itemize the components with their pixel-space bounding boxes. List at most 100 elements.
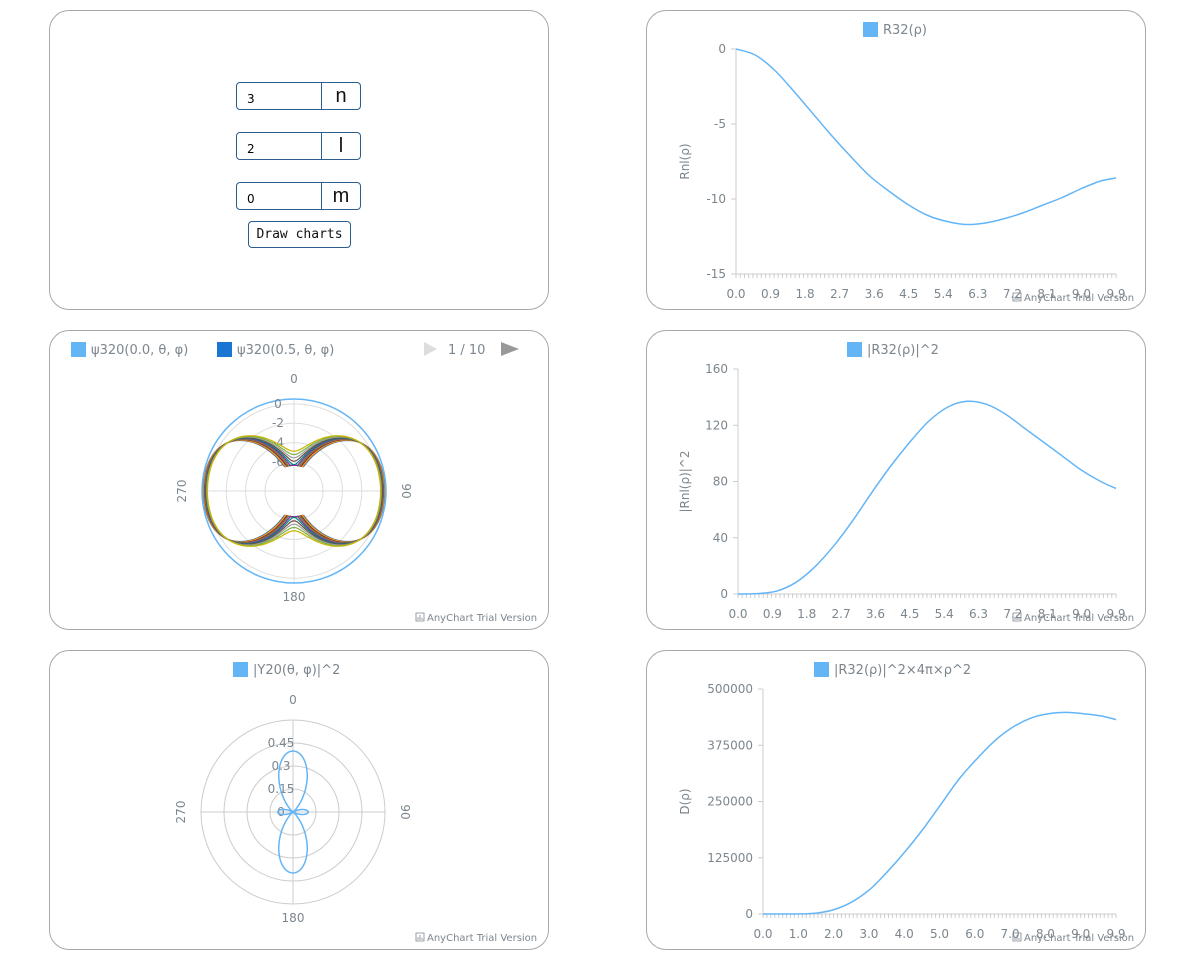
x-tick-label: 9.9 — [1106, 607, 1125, 621]
y-tick-label: -5 — [714, 117, 726, 131]
angle-label-90: 90 — [398, 804, 412, 819]
density-chart-panel: |R32(ρ)|^2×4π×ρ^2 500000 375000 250000 12500… — [646, 650, 1146, 950]
legend-next-icon — [501, 342, 519, 356]
y-tick-label: 160 — [705, 362, 728, 376]
ylm-chart-panel: |Y20(θ, φ)|^2 0 0.15 0.3 0.45 0 180 90 270 AnyCha… — [49, 650, 549, 950]
x-tick-label: 3.6 — [866, 607, 885, 621]
n-input[interactable] — [237, 83, 321, 109]
y-tick-label: 0 — [745, 907, 753, 921]
legend-marker — [71, 342, 86, 357]
chart-logo-icon — [1012, 612, 1022, 622]
chart-logo-icon — [415, 612, 425, 622]
psi-polar-chart: ψ320(0.0, θ, φ) ψ320(0.5, θ, φ) 1 / 10 0 -2 -… — [71, 342, 537, 624]
chart-logo-icon — [1012, 292, 1022, 302]
y-axis-label: D(ρ) — [678, 788, 692, 814]
credit-text: AnyChart Trial Version — [427, 613, 537, 624]
x-tick-label: 6.3 — [968, 287, 987, 301]
credit-text: AnyChart Trial Version — [1024, 613, 1134, 624]
x-tick-label: 1.8 — [796, 287, 815, 301]
x-tick-label: 9.9 — [1106, 927, 1125, 941]
credit-text: AnyChart Trial Version — [427, 933, 537, 944]
density-chart: |R32(ρ)|^2×4π×ρ^2 500000 375000 250000 12500… — [678, 662, 1134, 944]
angle-label-0: 0 — [289, 693, 297, 707]
n-field-group: n — [236, 82, 361, 110]
l-field-group: l — [236, 132, 361, 160]
x-tick-label: 9.0 — [1071, 927, 1090, 941]
draw-charts-button[interactable]: Draw charts — [248, 221, 351, 248]
m-input[interactable] — [237, 183, 321, 209]
series-outline — [201, 398, 387, 584]
ylm-polar-chart: |Y20(θ, φ)|^200.150.30.45018090270AnyCha… — [174, 662, 537, 944]
y-tick-label: 0 — [720, 587, 728, 601]
y-tick-label: 375000 — [707, 738, 753, 752]
x-tick-label: 5.4 — [934, 287, 953, 301]
x-tick-label: 8.0 — [1036, 927, 1055, 941]
legend-marker — [814, 662, 829, 677]
chart-logo-icon — [415, 932, 425, 942]
x-tick-label: 9.9 — [1106, 287, 1125, 301]
x-tick-label: 3.0 — [859, 927, 878, 941]
series-line — [276, 750, 310, 874]
n-label: n — [321, 83, 360, 109]
x-tick-label: 4.5 — [899, 287, 918, 301]
angle-label-270: 270 — [174, 801, 188, 824]
x-tick-label: 6.3 — [969, 607, 988, 621]
legend-label: |R32(ρ)|^2×4π×ρ^2 — [834, 663, 971, 678]
x-tick-label: 5.4 — [935, 607, 954, 621]
y-tick-label: 120 — [705, 418, 728, 432]
x-tick-label: 8.1 — [1037, 287, 1056, 301]
x-tick-label: 4.5 — [900, 607, 919, 621]
credit-text: AnyChart Trial Version — [1024, 293, 1134, 304]
legend-marker — [863, 22, 878, 37]
series-line — [206, 435, 382, 547]
angle-label-180: 180 — [282, 911, 305, 925]
angle-label-90: 90 — [399, 483, 413, 498]
x-tick-label: 2.7 — [830, 287, 849, 301]
l-label: l — [321, 133, 360, 159]
angle-label-180: 180 — [283, 590, 306, 604]
y-tick-label: -10 — [706, 192, 726, 206]
credit-text: AnyChart Trial Version — [1024, 933, 1134, 944]
credit-watermark: AnyChart Trial Version — [415, 612, 537, 624]
legend-marker — [847, 342, 862, 357]
x-tick-label: 0.0 — [753, 927, 772, 941]
x-tick-label: 5.0 — [930, 927, 949, 941]
radial-tick-label: -2 — [272, 416, 284, 430]
y-tick-label: 80 — [713, 475, 728, 489]
y-tick-label: 0 — [718, 42, 726, 56]
y-axis-label: Rnl(ρ) — [678, 143, 692, 179]
legend-label: ψ320(0.5, θ, φ) — [237, 343, 334, 358]
legend-page-label: 1 / 10 — [448, 343, 485, 358]
radial-tick-label: 0 — [277, 805, 285, 819]
legend-marker — [233, 662, 248, 677]
x-tick-label: 8.1 — [1038, 607, 1057, 621]
credit-watermark: AnyChart Trial Version — [1012, 612, 1134, 624]
x-tick-label: 9.0 — [1072, 287, 1091, 301]
legend-label: |Y20(θ, φ)|^2 — [253, 663, 340, 678]
radial-tick-label: -4 — [272, 436, 284, 450]
x-tick-label: 4.0 — [895, 927, 914, 941]
radial-squared-chart: |R32(ρ)|^2 160 120 80 40 00.0 0.9 1.8 2.7 3.6 4.5 5… — [678, 342, 1134, 624]
x-tick-label: 0.0 — [728, 607, 747, 621]
angle-label-270: 270 — [175, 480, 189, 503]
psi-chart-panel: ψ320(0.0, θ, φ) ψ320(0.5, θ, φ) 1 / 10 0 -2 -… — [49, 330, 549, 630]
series-line — [762, 711, 1117, 915]
legend-marker — [217, 342, 232, 357]
radial-tick-label: 0.45 — [268, 736, 295, 750]
y-tick-label: 250000 — [707, 795, 753, 809]
l-input[interactable] — [237, 133, 321, 159]
y-axis-label: |Rnl(ρ)|^2 — [678, 450, 692, 512]
credit-watermark: AnyChart Trial Version — [1012, 292, 1134, 304]
x-tick-label: 3.6 — [865, 287, 884, 301]
x-tick-label: 1.8 — [797, 607, 816, 621]
radial-chart: R32(ρ)0-5-10-150.0 0.9 1.8 2.7 3.6 4.5 5.4 6.3 7… — [678, 22, 1134, 304]
radial-tick-label: 0.3 — [271, 759, 290, 773]
x-tick-label: 1.0 — [789, 927, 808, 941]
x-tick-label: 9.0 — [1072, 607, 1091, 621]
chart-logo-icon — [1012, 932, 1022, 942]
y-tick-label: 40 — [713, 531, 728, 545]
y-tick-label: 500000 — [707, 682, 753, 696]
radial-tick-label: -6 — [272, 455, 284, 469]
legend-label: |R32(ρ)|^2 — [867, 343, 939, 358]
credit-watermark: AnyChart Trial Version — [1012, 932, 1134, 944]
